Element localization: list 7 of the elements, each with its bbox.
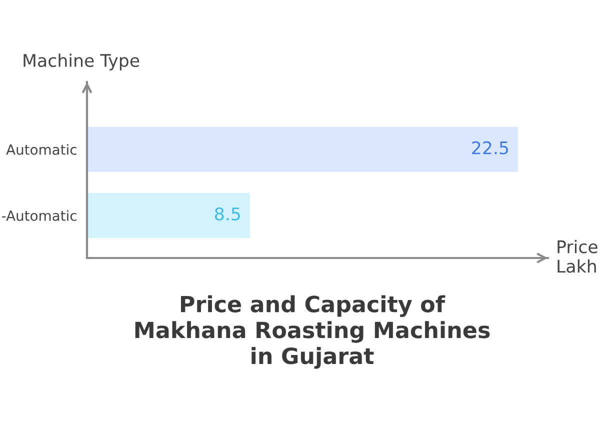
data-label: 8.5: [214, 207, 240, 220]
data-label: 22.5: [472, 141, 508, 154]
text: Price and Capacity of Makhana Roasting Machines in Gujarat: [135, 295, 490, 369]
y-tick-label: -Automatic: [2, 210, 76, 221]
x-axis-title: Price Lakh: [558, 240, 598, 273]
y-tick-label: Automatic: [6, 144, 76, 155]
y-axis-title: Machine Type: [24, 54, 140, 70]
